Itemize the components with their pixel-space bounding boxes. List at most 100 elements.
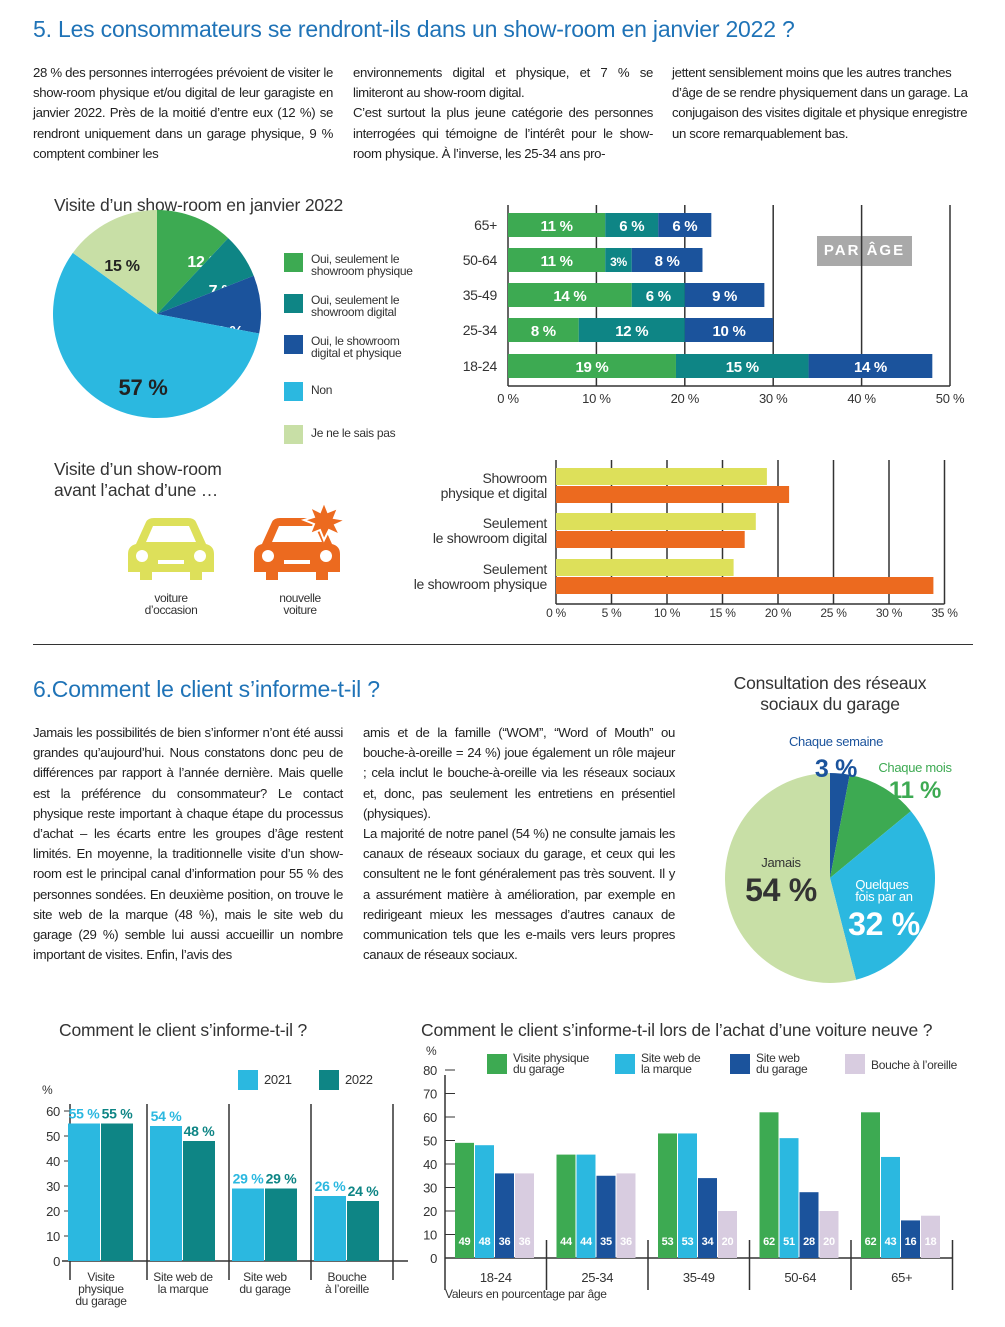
bar	[596, 1175, 616, 1258]
y-tick-label: 40	[46, 1154, 60, 1169]
bar	[779, 1138, 799, 1258]
slice-category-label: Quelques	[855, 877, 909, 892]
section-5-column-3: jettent sensiblement moins que les autre…	[672, 63, 972, 144]
bar-value-label: 54 %	[151, 1108, 183, 1124]
bar-value-label: 6 %	[672, 218, 697, 235]
title-line: avant l’achat d’une …	[54, 480, 219, 500]
bar	[698, 1178, 717, 1258]
age-info-chart-title: Comment le client s’informe-t-il lors de…	[421, 1020, 933, 1040]
bar	[861, 1112, 880, 1258]
legend-swatch	[284, 253, 303, 272]
x-tick-label: 50 %	[936, 391, 965, 406]
x-tick-label: 0 %	[497, 391, 519, 406]
bar-value-label: 49	[459, 1236, 471, 1248]
legend-swatch	[284, 294, 303, 313]
bar-value-label: 34	[702, 1236, 715, 1248]
bar-value-label: 16	[905, 1236, 917, 1248]
slice-category-label: Jamais	[761, 855, 801, 870]
y-category-label: Showroom	[482, 470, 547, 486]
pie-slice-label: 57 %	[119, 375, 168, 400]
bar-value-label: 36	[519, 1236, 531, 1248]
bar-segment	[631, 283, 685, 307]
bar-value-label: 53	[682, 1236, 694, 1248]
y-tick-label: 70	[423, 1087, 437, 1102]
bar	[515, 1173, 534, 1258]
bar-segment	[808, 354, 933, 378]
legend-label: showroom digital	[311, 305, 396, 319]
bar-value-label: 19 %	[575, 359, 608, 376]
bar-value-label: 62	[763, 1236, 775, 1248]
bar	[678, 1133, 697, 1258]
bar-value-label: 20	[722, 1236, 734, 1248]
bar-value-label: 36	[499, 1236, 511, 1248]
bar	[475, 1145, 494, 1258]
section-divider	[33, 644, 973, 645]
label-line: nouvelle	[279, 591, 321, 605]
y-category-label: le showroom digital	[433, 530, 547, 546]
bar	[347, 1201, 379, 1261]
y-axis-unit: %	[426, 1044, 437, 1058]
slice-category-label: fois par an	[855, 889, 912, 904]
bar-value-label: 43	[885, 1236, 897, 1248]
slice-category-label: Chaque mois	[878, 760, 952, 775]
pie-slice	[830, 773, 850, 878]
bar-value-label: 14 %	[553, 288, 586, 305]
x-category-label: 65+	[891, 1270, 912, 1285]
bar-segment	[508, 248, 606, 272]
y-tick-label: 10	[46, 1229, 60, 1244]
bar-value-label: 36	[620, 1236, 632, 1248]
par-age-badge: PAR ÂGE	[817, 236, 912, 266]
bar-value-label: 55 %	[69, 1106, 101, 1122]
bar	[616, 1173, 636, 1258]
pie-slice	[157, 238, 254, 314]
paragraph: C’est surtout la plus jeune catégorie de…	[353, 105, 653, 161]
slice-category-label: Chaque semaine	[789, 734, 883, 749]
legend-label: 2021	[264, 1072, 292, 1087]
y-category-label: Seulement	[483, 515, 548, 531]
x-tick-label: 20 %	[671, 391, 700, 406]
cars-chart-title: Visite d’un show-room avant l’achat d’un…	[54, 459, 222, 501]
bar-value-label: 12 %	[615, 323, 648, 340]
x-axis-label: Valeurs en pourcentage par âge	[445, 1287, 607, 1301]
bar-segment	[605, 213, 659, 237]
bar	[556, 513, 756, 530]
pie-slice	[53, 252, 260, 419]
bar-segment	[631, 248, 703, 272]
y-category-label: 25-34	[463, 322, 498, 338]
info-chart-title: Comment le client s’informe-t-il ?	[59, 1020, 307, 1040]
x-tick-label: 5 %	[602, 606, 622, 620]
x-tick-label: 30 %	[876, 606, 903, 620]
legend-swatch	[487, 1054, 507, 1074]
bar-value-label: 11 %	[541, 253, 573, 270]
bar-segment	[578, 318, 685, 342]
x-tick-label: 10 %	[654, 606, 681, 620]
x-category-label: physique	[78, 1282, 124, 1296]
paragraph: La majorité de notre panel (54 %) ne con…	[363, 826, 675, 963]
bar-segment	[508, 354, 676, 378]
legend-swatch	[730, 1054, 750, 1074]
bar-value-label: 15 %	[726, 359, 759, 376]
label-line: voiture	[154, 591, 188, 605]
y-tick-label: 0	[430, 1251, 437, 1266]
bar-value-label: 35	[600, 1236, 612, 1248]
bar	[819, 1211, 839, 1258]
legend-label: Non	[311, 383, 332, 397]
legend-swatch	[615, 1054, 635, 1074]
x-category-label: Visite	[87, 1270, 115, 1284]
legend-label: Oui, seulement le	[311, 252, 400, 266]
y-category-label: physique et digital	[441, 485, 548, 501]
y-category-label: 50-64	[463, 252, 498, 268]
legend-label: Je ne le sais pas	[311, 426, 396, 440]
bar	[576, 1154, 596, 1258]
y-tick-label: 30	[46, 1179, 60, 1194]
legend-label: Visite physique	[513, 1051, 590, 1065]
used-car-label: voiture d’occasion	[116, 592, 226, 616]
x-tick-label: 30 %	[759, 391, 788, 406]
bar	[556, 468, 767, 485]
slice-value-label: 3 %	[815, 755, 857, 783]
legend-label: Site web de	[641, 1051, 701, 1065]
legend-swatch	[284, 425, 303, 444]
legend-label: du garage	[756, 1062, 808, 1076]
bar	[314, 1196, 346, 1261]
